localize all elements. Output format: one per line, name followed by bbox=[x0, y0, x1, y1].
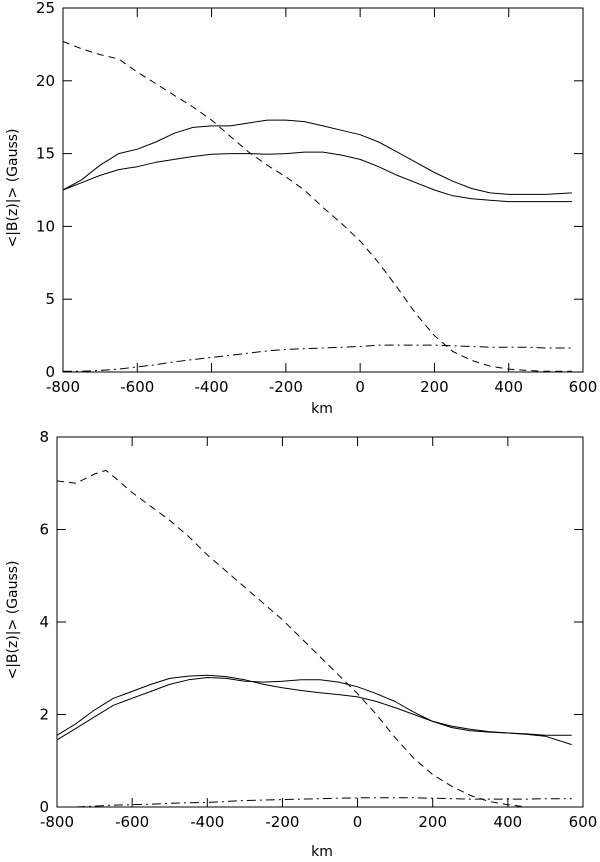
top-series-line-2-solid bbox=[62, 151, 572, 203]
bottom-ytick-label: 8 bbox=[39, 428, 49, 446]
top-ytick-label: 0 bbox=[45, 363, 55, 381]
top-series-line-4-dashdot bbox=[63, 344, 572, 372]
bottom-series-line-1-solid bbox=[56, 674, 572, 746]
top-xlabel: km bbox=[311, 401, 333, 417]
bottom-ytick-label: 2 bbox=[39, 706, 49, 724]
bottom-series-line-3-dashed bbox=[56, 469, 572, 808]
bottom-ytick-label: 0 bbox=[39, 798, 49, 816]
bottom-series-line-2-solid bbox=[56, 677, 572, 741]
bottom-xlabel: km bbox=[311, 844, 333, 860]
bottom-xtick-label: 0 bbox=[353, 813, 363, 831]
top-xtick-label: -200 bbox=[269, 378, 303, 396]
bottom-panel: <|B(z)|> (Gauss) km -800 -600 -400 -200 0 200… bbox=[5, 428, 597, 860]
top-xtick-label: -400 bbox=[195, 378, 229, 396]
top-ytick-label: 15 bbox=[36, 145, 55, 163]
top-ylabel: <|B(z)|> (Gauss) bbox=[5, 128, 21, 247]
bottom-series-line-4-dashdot bbox=[57, 797, 572, 808]
bottom-xtick-label: -200 bbox=[265, 813, 299, 831]
bottom-xtick-label: -600 bbox=[115, 813, 149, 831]
top-series-line-3-dashed bbox=[62, 41, 572, 372]
bottom-plot-frame bbox=[56, 436, 584, 808]
top-ytick-label: 20 bbox=[36, 72, 55, 90]
bottom-xtick-label: 400 bbox=[494, 813, 523, 831]
top-series-line-1-solid bbox=[62, 119, 572, 195]
bottom-ylabel: <|B(z)|> (Gauss) bbox=[5, 560, 21, 679]
top-xtick-label: -800 bbox=[46, 378, 80, 396]
top-ytick-label: 25 bbox=[36, 0, 55, 17]
top-xtick-label: -600 bbox=[120, 378, 154, 396]
bottom-ytick-label: 4 bbox=[39, 613, 49, 631]
top-ytick-label: 5 bbox=[45, 290, 55, 308]
bottom-ytick-label: 6 bbox=[39, 521, 49, 539]
top-xtick-label: 600 bbox=[569, 378, 598, 396]
top-plot-frame bbox=[62, 7, 584, 373]
top-xtick-label: 0 bbox=[355, 378, 365, 396]
top-xtick-label: 400 bbox=[494, 378, 523, 396]
bottom-xtick-label: -800 bbox=[40, 813, 74, 831]
top-xtick-label: 200 bbox=[420, 378, 449, 396]
bottom-xtick-label: 600 bbox=[569, 813, 598, 831]
top-panel: <|B(z)|> (Gauss) km -800 -600 -400 -200 0 200… bbox=[5, 0, 597, 417]
bottom-xtick-label: 200 bbox=[418, 813, 447, 831]
bottom-xtick-label: -400 bbox=[190, 813, 224, 831]
top-ytick-label: 10 bbox=[36, 217, 55, 235]
